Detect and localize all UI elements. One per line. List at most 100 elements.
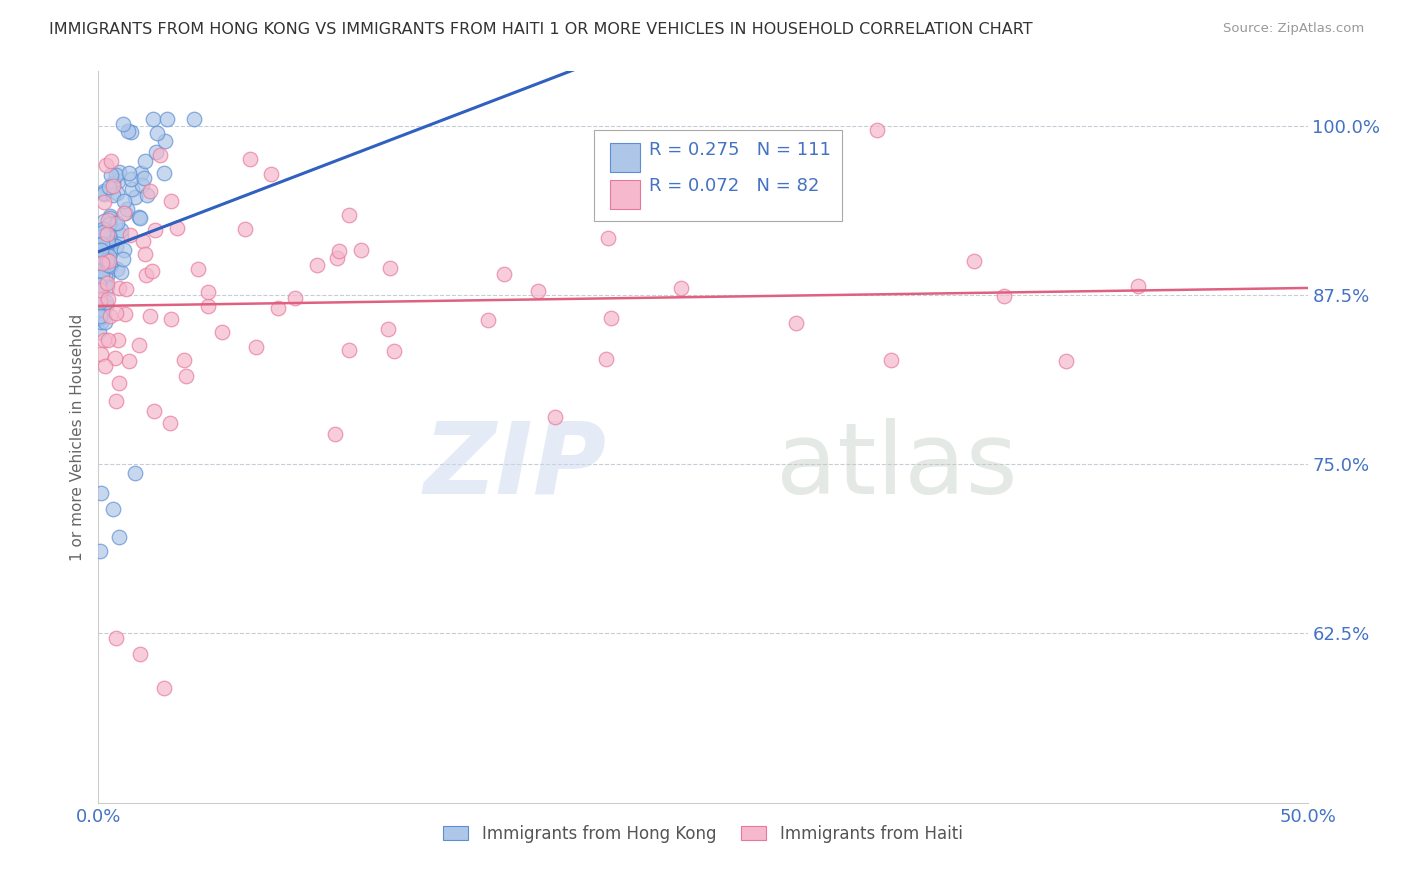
Point — [117, 124, 139, 138]
Point — [96, 233, 118, 247]
Point — [100, 235, 122, 249]
Point — [89, 294, 111, 309]
Point — [97, 292, 120, 306]
Point — [153, 165, 176, 179]
Point — [91, 225, 114, 239]
Point — [112, 206, 135, 220]
Point — [89, 277, 111, 291]
Point — [91, 242, 114, 256]
Point — [96, 234, 118, 248]
Point — [94, 269, 117, 284]
Point — [94, 299, 117, 313]
Point — [89, 235, 111, 250]
Point — [103, 176, 125, 190]
Point — [134, 247, 156, 261]
Point — [142, 112, 165, 126]
Point — [183, 112, 205, 126]
Point — [96, 244, 118, 258]
Point — [98, 180, 121, 194]
Point — [93, 252, 115, 266]
Point — [98, 209, 121, 223]
Point — [89, 310, 111, 325]
Point — [98, 259, 121, 273]
Point — [93, 187, 115, 202]
Point — [112, 243, 135, 257]
Point — [91, 222, 114, 236]
Point — [90, 244, 112, 258]
Point — [100, 153, 122, 168]
Point — [91, 241, 114, 255]
Point — [89, 260, 111, 274]
Point — [105, 239, 128, 253]
Point — [89, 278, 111, 293]
Point — [880, 352, 903, 367]
Point — [89, 544, 111, 558]
Point — [155, 135, 177, 149]
Point — [96, 237, 118, 252]
Point — [378, 261, 401, 276]
Point — [143, 222, 166, 236]
Point — [105, 168, 128, 182]
Point — [595, 351, 617, 366]
Point — [105, 186, 128, 200]
Point — [114, 206, 136, 220]
Text: R = 0.275   N = 111: R = 0.275 N = 111 — [648, 141, 831, 159]
Point — [107, 164, 129, 178]
Point — [89, 310, 111, 324]
Point — [110, 265, 132, 279]
FancyBboxPatch shape — [595, 130, 842, 221]
Point — [94, 275, 117, 289]
Point — [1128, 279, 1150, 293]
Point — [89, 233, 111, 247]
Point — [103, 502, 125, 516]
Point — [139, 309, 162, 323]
Point — [267, 301, 290, 315]
Point — [134, 154, 156, 169]
Point — [337, 343, 360, 358]
Point — [128, 210, 150, 224]
Point — [98, 310, 121, 324]
Point — [103, 187, 125, 202]
Point — [91, 268, 114, 283]
Point — [91, 228, 114, 243]
Point — [166, 221, 188, 235]
Point — [124, 466, 146, 480]
Point — [187, 262, 209, 277]
Point — [89, 284, 111, 298]
Point — [105, 217, 128, 231]
Point — [149, 147, 172, 161]
Point — [160, 312, 183, 326]
Point — [87, 277, 110, 292]
Point — [160, 194, 183, 208]
Point — [91, 223, 114, 237]
Point — [866, 123, 889, 137]
Point — [105, 262, 128, 277]
Point — [93, 258, 115, 272]
Text: atlas: atlas — [776, 417, 1017, 515]
Point — [132, 234, 155, 248]
Point — [110, 223, 132, 237]
Point — [120, 172, 142, 186]
Point — [325, 251, 347, 265]
Point — [135, 188, 157, 202]
Point — [94, 158, 117, 172]
Point — [105, 394, 128, 409]
Point — [963, 253, 986, 268]
Point — [97, 253, 120, 268]
Point — [96, 230, 118, 244]
Point — [145, 145, 167, 159]
Point — [94, 359, 117, 373]
Point — [89, 325, 111, 339]
Point — [101, 179, 124, 194]
Point — [120, 228, 142, 243]
Point — [382, 344, 405, 359]
Point — [139, 184, 162, 198]
Y-axis label: 1 or more Vehicles in Household: 1 or more Vehicles in Household — [69, 313, 84, 561]
Point — [90, 316, 112, 330]
Point — [284, 291, 307, 305]
Point — [90, 232, 112, 246]
Point — [159, 417, 181, 431]
Point — [239, 153, 262, 167]
FancyBboxPatch shape — [610, 179, 640, 209]
Point — [94, 315, 117, 329]
